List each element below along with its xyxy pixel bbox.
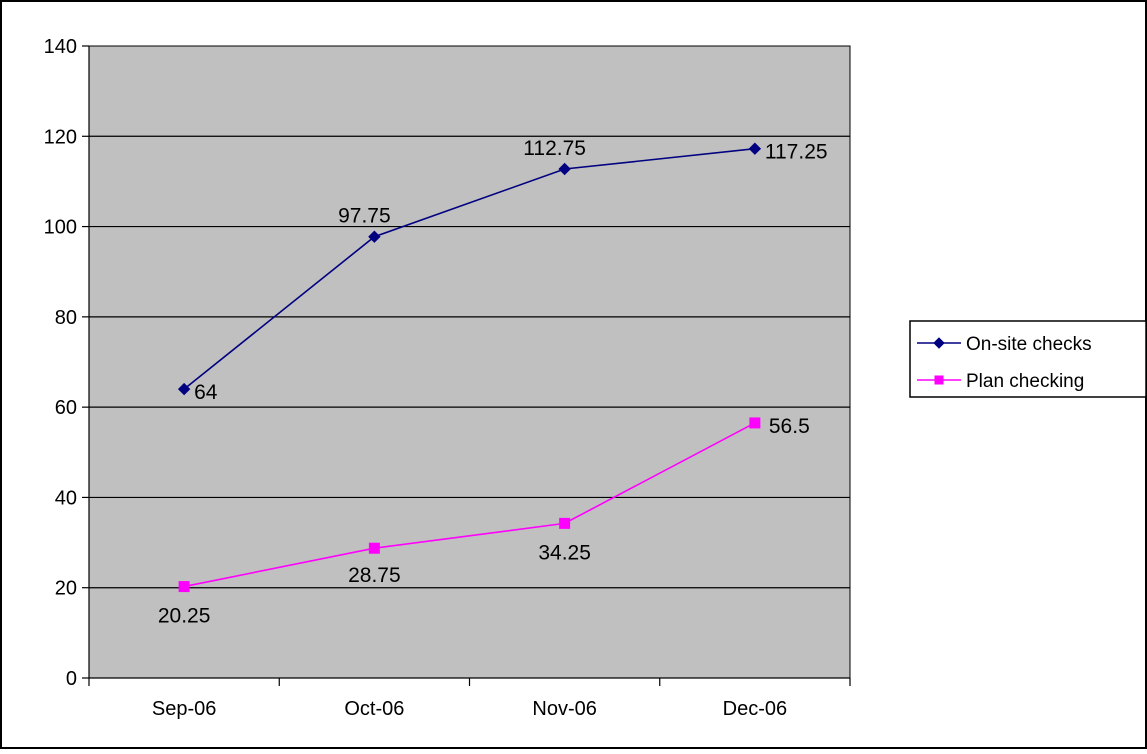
legend-box — [909, 320, 1147, 398]
x-tick-label: Nov-06 — [532, 698, 596, 720]
y-tick-label: 0 — [66, 668, 77, 690]
x-axis-tick-labels: Sep-06 Oct-06 Nov-06 Dec-06 — [152, 698, 787, 720]
y-tick-label: 60 — [55, 397, 77, 419]
data-label: 28.75 — [348, 564, 401, 587]
y-tick-label: 20 — [55, 578, 77, 600]
y-tick-label: 40 — [55, 487, 77, 509]
series-line-1 — [183, 422, 756, 588]
data-point-square — [749, 417, 761, 429]
data-point-square — [559, 517, 571, 529]
y-tick-label: 140 — [44, 36, 77, 58]
legend: On-site checks Plan checking — [909, 320, 1147, 398]
y-axis-tick-labels: 0 20 40 60 80 100 120 140 — [44, 36, 77, 690]
data-point-diamond — [558, 162, 571, 176]
data-label: 112.75 — [523, 137, 586, 160]
data-point-square — [178, 581, 190, 593]
series-layer — [177, 142, 762, 593]
data-point-square — [368, 542, 380, 554]
axes — [82, 45, 851, 686]
legend-marker-plan-checking — [934, 375, 944, 385]
data-label: 117.25 — [765, 141, 828, 164]
data-label: 64 — [194, 381, 218, 404]
legend-label-plan-checking: Plan checking — [966, 371, 1084, 392]
data-label: 20.25 — [158, 605, 211, 628]
data-label: 97.75 — [338, 205, 391, 228]
legend-marker-on-site-checks — [933, 337, 945, 349]
data-label: 56.5 — [769, 415, 810, 438]
data-point-diamond — [177, 382, 191, 396]
legend-label-on-site-checks: On-site checks — [966, 334, 1092, 355]
data-labels: 64 97.75 112.75 117.25 20.25 28.75 34.25 56.5 — [158, 137, 828, 628]
data-label: 34.25 — [538, 541, 591, 564]
x-tick-label: Dec-06 — [723, 698, 787, 720]
x-tick-label: Sep-06 — [152, 698, 217, 720]
x-tick-label: Oct-06 — [344, 698, 404, 720]
y-tick-label: 80 — [55, 307, 77, 329]
y-tick-label: 100 — [44, 217, 77, 239]
series-line-0 — [183, 147, 755, 390]
gridlines — [89, 135, 850, 589]
y-tick-label: 120 — [44, 126, 77, 148]
data-point-diamond — [748, 142, 762, 155]
data-point-diamond — [368, 230, 381, 243]
